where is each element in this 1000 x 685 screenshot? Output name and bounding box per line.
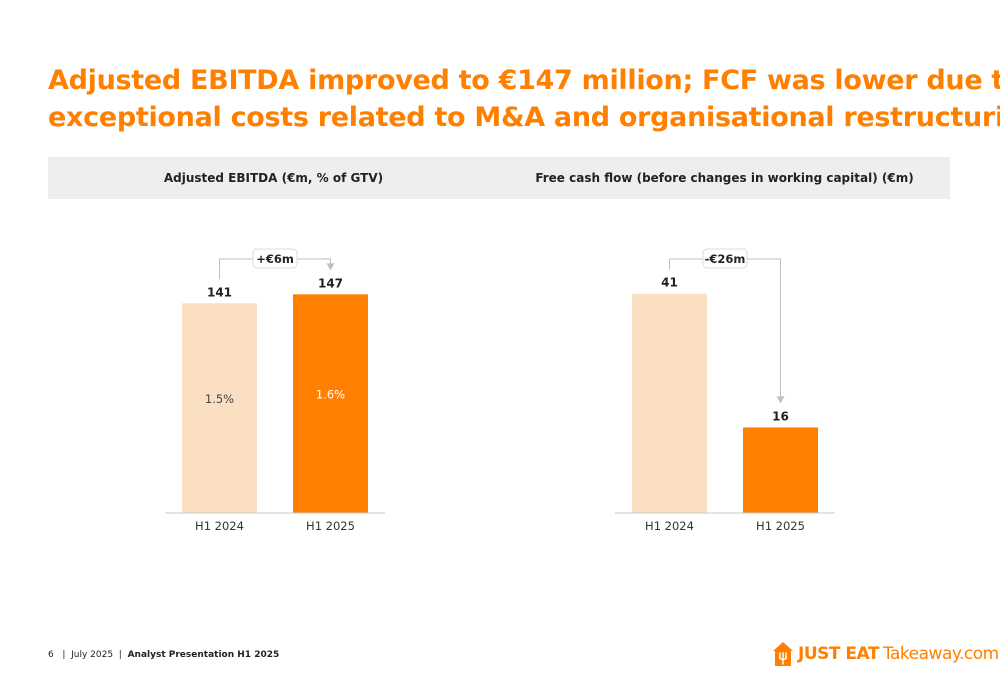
fcf-bar-0 — [632, 293, 707, 513]
page-title-line-1: Adjusted EBITDA improved to €147 million… — [48, 65, 1000, 96]
footer-separator: | — [56, 650, 69, 660]
footer-separator: | — [115, 650, 125, 660]
footer-date: July 2025 — [71, 650, 114, 660]
ebitda-chart: 141 1.5% H1 2024 147 1.6% H1 2025 +€6m — [140, 230, 400, 540]
house-fork-icon — [773, 642, 793, 666]
fcf-delta-badge — [702, 248, 748, 269]
fcf-delta-label: -€26m — [705, 252, 746, 266]
page-title-line-2: exceptional costs related to M&A and org… — [48, 102, 1000, 133]
ebitda-inner-label-0: 1.5% — [205, 392, 234, 406]
fcf-delta-arrow — [776, 396, 785, 404]
ebitda-delta-arrow — [326, 263, 335, 271]
ebitda-delta-badge — [252, 248, 298, 269]
fcf-tick-label-1: H1 2025 — [756, 519, 805, 533]
ebitda-chart-svg: 141 1.5% H1 2024 147 1.6% H1 2025 +€6m — [165, 248, 385, 533]
logo-wordmark-main: JUST EAT — [798, 644, 879, 664]
company-logo: JUST EAT Takeaway.com — [772, 640, 999, 668]
ebitda-bar-0 — [182, 303, 257, 513]
ebitda-chart-title: Adjusted EBITDA (€m, % of GTV) — [163, 171, 384, 185]
ebitda-value-label-1: 147 — [318, 276, 343, 290]
ebitda-bar-1 — [293, 294, 368, 513]
ebitda-delta-label: +€6m — [256, 252, 294, 266]
fcf-chart: 41 H1 2024 16 H1 2025 -€26m — [590, 230, 850, 540]
page-title: Adjusted EBITDA improved to €147 million… — [48, 62, 1000, 136]
footer: 6 | July 2025 | Analyst Presentation H1 … — [48, 650, 279, 660]
logo-wordmark-sub: Takeaway.com — [882, 644, 999, 664]
fcf-chart-svg: 41 H1 2024 16 H1 2025 -€26m — [615, 248, 835, 533]
fcf-bar-1 — [743, 427, 818, 513]
ebitda-tick-label-1: H1 2025 — [306, 519, 355, 533]
ebitda-inner-label-1: 1.6% — [316, 388, 345, 402]
fcf-value-label-1: 16 — [772, 409, 789, 423]
ebitda-value-label-0: 141 — [207, 285, 232, 299]
fcf-tick-label-0: H1 2024 — [645, 519, 694, 533]
footer-page-number: 6 — [48, 650, 54, 660]
footer-document: Analyst Presentation H1 2025 — [127, 650, 280, 660]
fcf-value-label-0: 41 — [661, 276, 678, 290]
chart-header-band: Adjusted EBITDA (€m, % of GTV) Free cash… — [48, 157, 950, 199]
fcf-chart-title: Free cash flow (before changes in workin… — [535, 171, 914, 185]
ebitda-tick-label-0: H1 2024 — [195, 519, 244, 533]
